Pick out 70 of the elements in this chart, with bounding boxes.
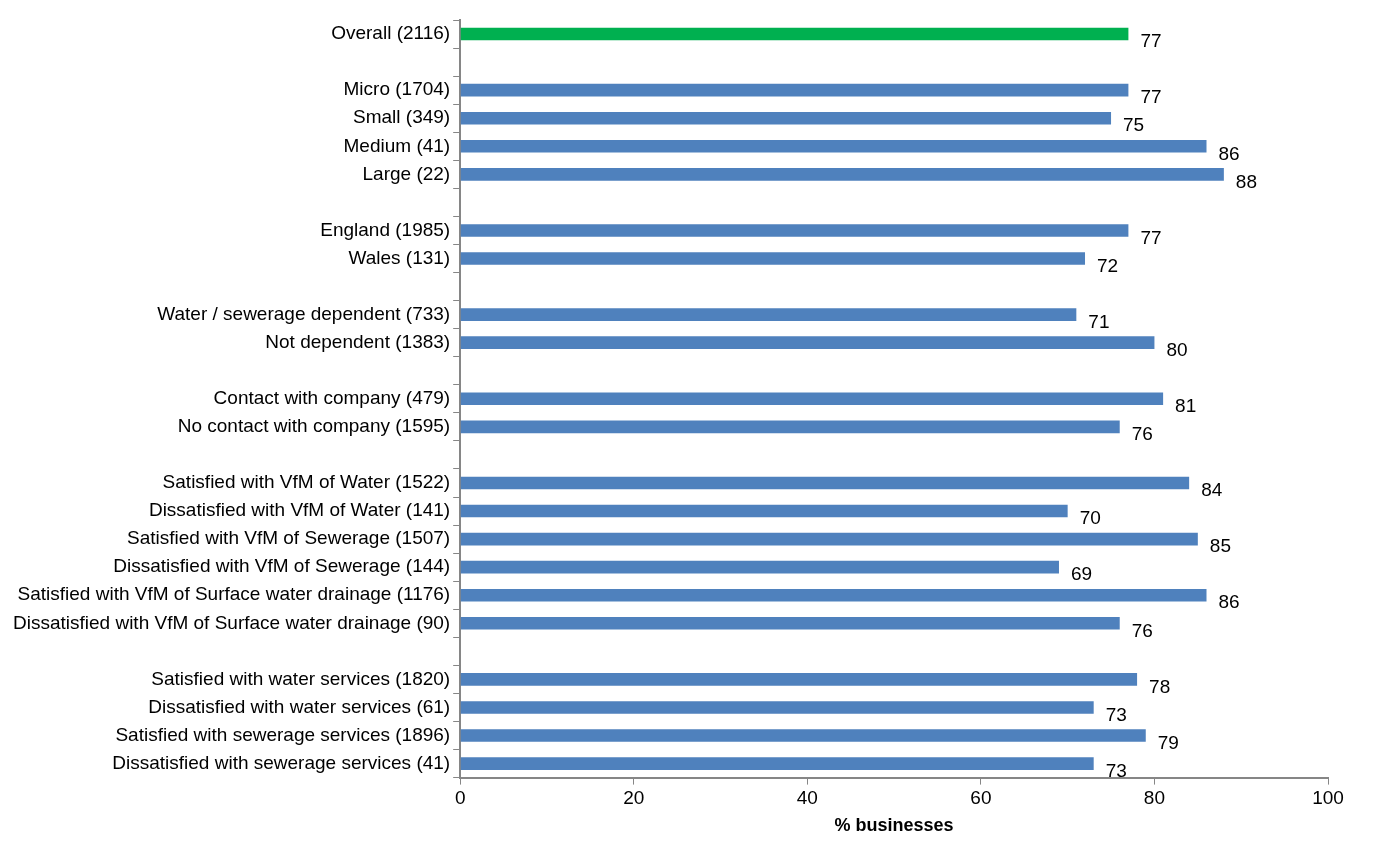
bar bbox=[460, 168, 1224, 181]
data-label: 85 bbox=[1209, 535, 1231, 557]
data-label: 77 bbox=[1140, 86, 1162, 108]
y-tick-label: Dissatisfied with VfM of Sewerage (144) bbox=[113, 555, 451, 577]
data-label: 73 bbox=[1105, 759, 1127, 781]
y-tick-label: Large (22) bbox=[362, 162, 451, 184]
bar bbox=[460, 616, 1120, 630]
bar bbox=[460, 27, 1129, 41]
y-tick-label: Satisfied with water services (1820) bbox=[151, 667, 451, 689]
y-tick-label: Satisfied with sewerage services (1896) bbox=[115, 723, 451, 745]
data-label: 77 bbox=[1140, 30, 1162, 52]
y-tick-label: Satisfied with VfM of Sewerage (1507) bbox=[127, 527, 451, 549]
y-tick-label: Satisfied with VfM of Water (1522) bbox=[162, 471, 451, 493]
y-tick-label: Satisfied with VfM of Surface water drainage (1176) bbox=[17, 583, 451, 605]
x-axis-title: % businesses bbox=[834, 815, 954, 836]
data-label: 75 bbox=[1123, 114, 1145, 136]
data-label: 86 bbox=[1218, 142, 1240, 164]
bar bbox=[460, 111, 1112, 125]
data-label: 77 bbox=[1140, 226, 1162, 248]
data-label: 80 bbox=[1166, 338, 1188, 360]
bar bbox=[460, 83, 1129, 97]
bar bbox=[460, 336, 1155, 349]
y-tick-label: Small (349) bbox=[353, 106, 451, 128]
data-label: 72 bbox=[1097, 254, 1119, 276]
data-label: 69 bbox=[1070, 563, 1093, 585]
y-tick-label: Dissatisfied with VfM of Surface water drainage (90) bbox=[13, 611, 451, 633]
y-tick-label: Micro (1704) bbox=[343, 78, 451, 100]
bar bbox=[460, 420, 1120, 434]
bar bbox=[460, 224, 1129, 237]
x-tick-label: 60 bbox=[970, 787, 992, 809]
data-label: 73 bbox=[1105, 703, 1127, 725]
x-tick-label: 100 bbox=[1312, 787, 1344, 809]
y-tick-label: England (1985) bbox=[320, 218, 451, 240]
y-tick-label: Wales (131) bbox=[348, 246, 451, 268]
y-tick-label: Dissatisfied with sewerage services (41) bbox=[112, 751, 451, 773]
y-tick-label: Dissatisfied with water services (61) bbox=[148, 695, 451, 717]
data-label: 86 bbox=[1218, 591, 1240, 613]
data-label: 78 bbox=[1149, 675, 1171, 697]
bar bbox=[460, 139, 1207, 153]
bar bbox=[460, 252, 1086, 265]
bar bbox=[460, 392, 1164, 406]
bar bbox=[460, 673, 1138, 686]
data-label: 81 bbox=[1175, 395, 1197, 417]
bar bbox=[460, 560, 1059, 574]
bar bbox=[460, 476, 1190, 490]
data-label: 70 bbox=[1079, 507, 1101, 529]
data-label: 76 bbox=[1131, 619, 1153, 641]
x-tick-label: 0 bbox=[454, 787, 466, 809]
bar bbox=[460, 701, 1094, 714]
data-label: 88 bbox=[1235, 170, 1257, 192]
y-tick-label: Overall (2116) bbox=[331, 22, 451, 44]
y-tick-label: Not dependent (1383) bbox=[265, 330, 451, 352]
y-tick-label: Water / sewerage dependent (733) bbox=[157, 302, 451, 324]
x-tick-label: 20 bbox=[623, 787, 645, 809]
y-tick-label: Contact with company (479) bbox=[213, 387, 451, 409]
data-label: 79 bbox=[1157, 731, 1179, 753]
y-tick-label: No contact with company (1595) bbox=[177, 415, 451, 437]
bar bbox=[460, 729, 1146, 742]
bar bbox=[460, 308, 1077, 321]
bar bbox=[460, 504, 1068, 518]
data-label: 84 bbox=[1201, 479, 1223, 501]
x-tick-label: 40 bbox=[796, 787, 818, 809]
y-tick-label: Medium (41) bbox=[343, 134, 451, 156]
data-label: 71 bbox=[1088, 310, 1110, 332]
y-tick-label: Dissatisfied with VfM of Water (141) bbox=[148, 499, 451, 521]
bar bbox=[460, 757, 1094, 770]
data-label: 76 bbox=[1131, 423, 1153, 445]
x-tick-label: 80 bbox=[1143, 787, 1166, 809]
bar bbox=[460, 532, 1198, 546]
bar bbox=[460, 588, 1207, 602]
